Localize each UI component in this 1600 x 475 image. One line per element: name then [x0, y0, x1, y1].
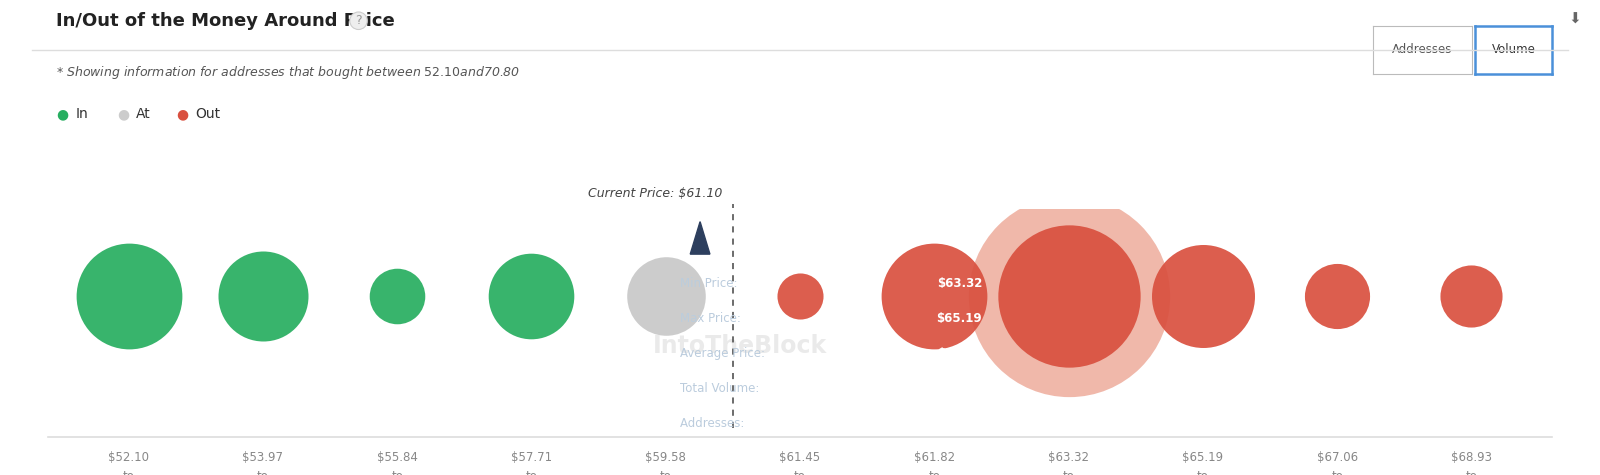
Text: In: In — [75, 107, 88, 121]
Text: Min Price:: Min Price: — [680, 276, 742, 289]
Text: Addresses:: Addresses: — [680, 418, 749, 430]
Text: $64.27: $64.27 — [936, 347, 982, 360]
Text: ?: ? — [355, 14, 362, 27]
Text: Total Volume:: Total Volume: — [680, 382, 763, 395]
Text: $65.19: $65.19 — [936, 312, 982, 325]
Text: ⬇: ⬇ — [1568, 12, 1581, 27]
Text: Max Price:: Max Price: — [680, 312, 746, 325]
Text: ●: ● — [117, 107, 130, 121]
Point — [1056, 292, 1082, 299]
Text: 4.49m LTC: 4.49m LTC — [914, 382, 982, 395]
Text: Volume: Volume — [1491, 43, 1536, 57]
Text: ●: ● — [56, 107, 69, 121]
Text: IntoTheBlock: IntoTheBlock — [653, 334, 827, 358]
Text: At: At — [136, 107, 150, 121]
Text: Average Price:: Average Price: — [680, 347, 770, 360]
Text: $63.32: $63.32 — [936, 276, 982, 289]
Polygon shape — [690, 222, 710, 254]
Text: Addresses: Addresses — [1392, 43, 1453, 57]
Point — [787, 292, 813, 299]
Point — [922, 292, 947, 299]
Point — [653, 292, 678, 299]
Point — [1190, 292, 1216, 299]
Text: In/Out of the Money Around Price: In/Out of the Money Around Price — [56, 12, 395, 30]
Text: 309.81k Addresses: 309.81k Addresses — [856, 418, 982, 430]
Point — [250, 292, 275, 299]
Text: * Showing information for addresses that bought between $52.10 and $70.80: * Showing information for addresses that… — [56, 64, 520, 81]
Text: ●: ● — [176, 107, 189, 121]
Point — [1325, 292, 1350, 299]
Text: Current Price: $61.10: Current Price: $61.10 — [587, 187, 722, 200]
Point — [518, 292, 544, 299]
Point — [384, 292, 410, 299]
Point — [115, 292, 141, 299]
Point — [1459, 292, 1485, 299]
Text: Out: Out — [195, 107, 221, 121]
Point — [1056, 292, 1082, 299]
